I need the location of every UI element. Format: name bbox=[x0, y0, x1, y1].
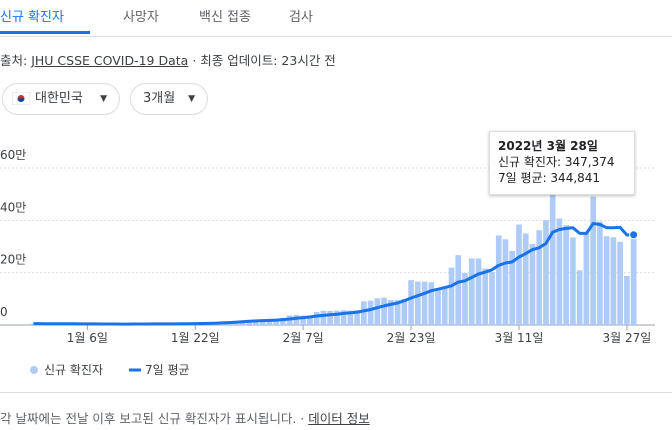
bar bbox=[462, 272, 468, 325]
bar bbox=[293, 314, 300, 325]
bar bbox=[536, 230, 543, 325]
bar bbox=[421, 281, 428, 325]
bar bbox=[387, 300, 394, 325]
bar bbox=[361, 301, 367, 325]
x-tick-label: 3월 27일 bbox=[602, 331, 651, 345]
tab[interactable]: 백신 접종 bbox=[199, 10, 251, 25]
bar bbox=[435, 288, 441, 325]
bar bbox=[347, 310, 354, 325]
tooltip-line: 신규 확진자: 347,374 bbox=[498, 155, 615, 169]
divider bbox=[0, 36, 672, 37]
bar bbox=[259, 319, 266, 325]
bar bbox=[280, 317, 286, 325]
bar bbox=[570, 237, 576, 325]
tooltip: 2022년 3월 28일 신규 확진자: 347,374 7일 평균: 344,… bbox=[489, 131, 635, 195]
legend-label: 7일 평균 bbox=[145, 363, 190, 377]
bar bbox=[414, 281, 421, 325]
y-tick-label: 60만 bbox=[0, 148, 26, 162]
bar bbox=[408, 280, 414, 325]
bar bbox=[475, 258, 482, 325]
bar bbox=[624, 276, 630, 325]
bar bbox=[428, 282, 435, 325]
bar bbox=[556, 218, 563, 325]
bar bbox=[340, 310, 347, 325]
tooltip-date: 2022년 3월 28일 bbox=[498, 139, 598, 153]
dropdown-label: 대한민국 bbox=[35, 91, 83, 106]
bar bbox=[307, 315, 313, 325]
bar bbox=[502, 239, 509, 325]
bar bbox=[327, 310, 333, 325]
bar bbox=[549, 162, 556, 325]
tab[interactable]: 신규 확진자 bbox=[0, 10, 64, 25]
bar bbox=[374, 298, 381, 325]
bar bbox=[516, 224, 522, 325]
bar bbox=[603, 236, 610, 325]
x-tick-label: 2월 23일 bbox=[387, 331, 436, 345]
y-tick-label: 20만 bbox=[0, 253, 26, 267]
bar bbox=[482, 268, 489, 325]
x-tick-label: 2월 7일 bbox=[283, 331, 324, 345]
bar bbox=[394, 299, 401, 325]
bar bbox=[576, 270, 583, 325]
line bbox=[33, 222, 634, 326]
bar bbox=[455, 255, 462, 325]
range-dropdown[interactable]: 3개월 ▼ bbox=[130, 83, 208, 115]
bar bbox=[401, 298, 408, 325]
bar bbox=[381, 297, 387, 325]
chart: 0 20만 40만 60만 1월 6일 1월 22일 2월 7일 2월 23일 3월 11일 3월… bbox=[0, 148, 655, 377]
bar bbox=[273, 319, 280, 325]
footer: 각 날짜에는 전날 이후 보고된 신규 확진자가 표시됩니다. · 데이터 정보 bbox=[0, 411, 370, 426]
bar bbox=[610, 237, 617, 325]
bar bbox=[583, 232, 590, 325]
y-tick-label: 0 bbox=[0, 305, 8, 319]
country-dropdown[interactable]: 대한민국 ▼ bbox=[2, 83, 120, 115]
bar bbox=[617, 241, 623, 325]
bar bbox=[300, 315, 306, 325]
bar bbox=[448, 267, 455, 325]
source-line: 출처: JHU CSSE COVID-19 Data · 최종 업데이트: 23… bbox=[0, 50, 336, 69]
tab[interactable]: 검사 bbox=[289, 10, 313, 25]
bar bbox=[509, 250, 516, 325]
bar bbox=[489, 271, 495, 325]
bar bbox=[367, 300, 374, 325]
bar bbox=[522, 233, 529, 325]
bar bbox=[320, 310, 327, 325]
bar bbox=[266, 319, 273, 325]
source-prefix: 출처: bbox=[0, 53, 28, 68]
tab[interactable]: 사망자 bbox=[123, 10, 159, 25]
tooltip-line: 7일 평균: 344,841 bbox=[498, 171, 601, 185]
legend-swatch bbox=[30, 366, 38, 374]
bar bbox=[313, 312, 320, 325]
x-tick-label: 1월 22일 bbox=[171, 331, 220, 345]
footer-link[interactable]: 데이터 정보 bbox=[308, 411, 370, 426]
bar bbox=[563, 225, 570, 325]
source-suffix: · 최종 업데이트: 23시간 전 bbox=[192, 53, 336, 68]
bar bbox=[354, 310, 360, 325]
divider bbox=[0, 392, 672, 393]
bar bbox=[590, 196, 596, 325]
y-tick-label: 40만 bbox=[0, 200, 26, 214]
tab-indicator bbox=[0, 31, 90, 34]
hover-point bbox=[629, 230, 639, 240]
bar bbox=[543, 220, 549, 325]
bar bbox=[334, 310, 340, 325]
bar bbox=[253, 320, 259, 325]
bar bbox=[597, 221, 603, 325]
flag bbox=[12, 92, 30, 105]
bar bbox=[441, 288, 448, 325]
bar bbox=[529, 243, 536, 325]
x-tick-label: 3월 11일 bbox=[495, 331, 544, 345]
bar bbox=[630, 234, 637, 325]
source-link[interactable]: JHU CSSE COVID-19 Data bbox=[31, 53, 189, 68]
bar bbox=[495, 235, 502, 325]
bar bbox=[468, 258, 475, 325]
bar bbox=[30, 323, 37, 325]
footer-text: 각 날짜에는 전날 이후 보고된 신규 확진자가 표시됩니다. bbox=[0, 411, 297, 426]
x-tick-label: 1월 6일 bbox=[67, 331, 108, 345]
dropdown-label: 3개월 bbox=[143, 91, 176, 106]
legend-label: 신규 확진자 bbox=[44, 363, 103, 377]
